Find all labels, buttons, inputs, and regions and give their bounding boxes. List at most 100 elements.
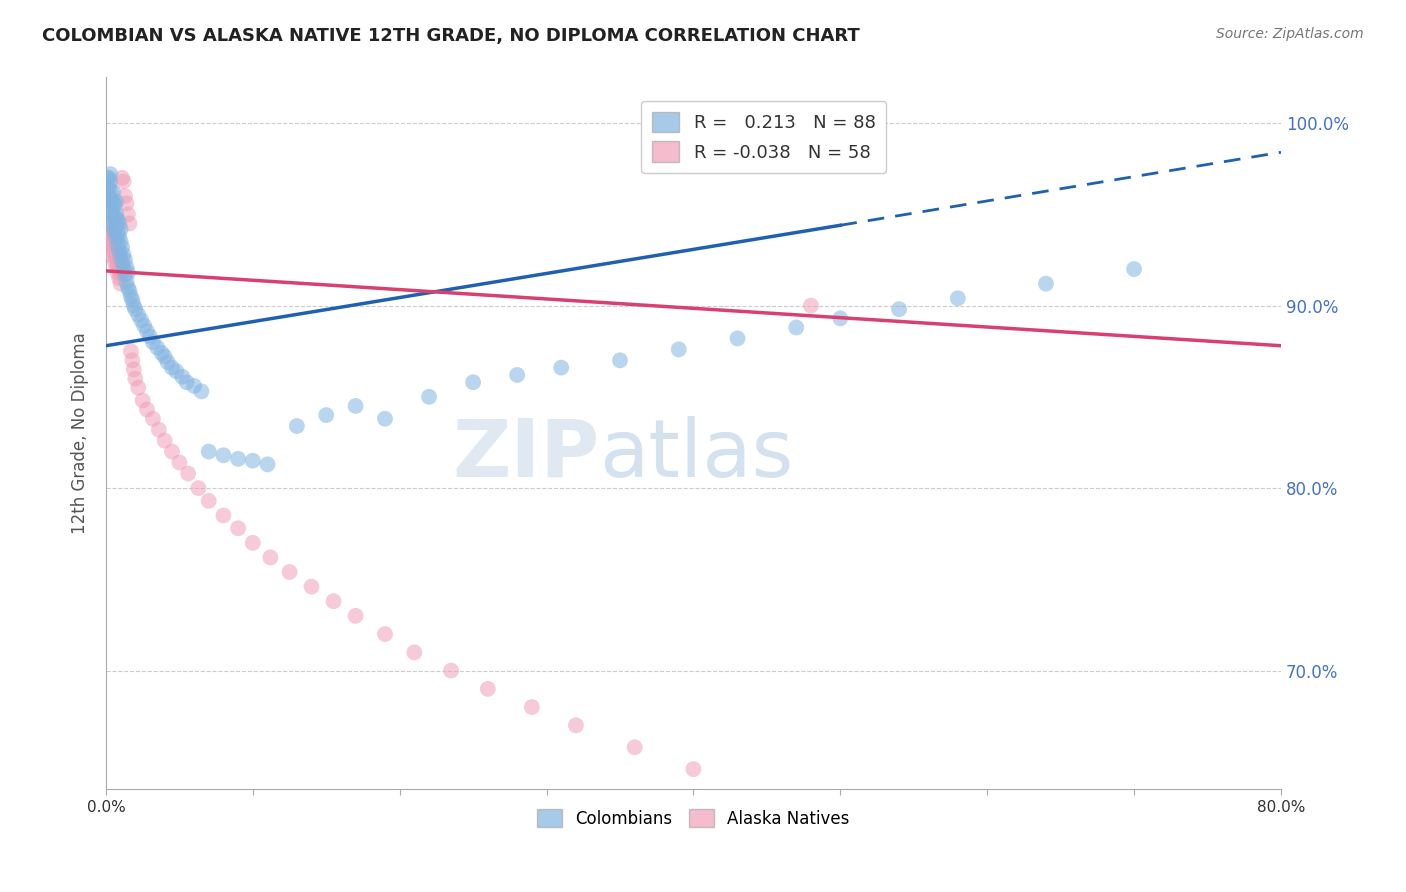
Point [101,217,124,231]
Point [107,238,129,252]
Point [98,236,121,251]
Point [197,444,219,458]
Point [226,451,249,466]
Point [131,393,153,408]
Point [727,331,749,345]
Point [153,434,176,448]
Point [477,681,499,696]
Point [124,371,146,385]
Point [322,594,344,608]
Point [101,203,124,218]
Point [110,277,132,291]
Point [97,180,120,194]
Point [97,222,120,236]
Point [887,302,910,317]
Point [165,364,187,378]
Point [550,360,572,375]
Text: ZIP: ZIP [453,416,599,493]
Point [374,627,396,641]
Point [148,423,170,437]
Point [108,244,131,258]
Point [105,207,128,221]
Point [98,207,121,221]
Text: atlas: atlas [599,416,794,493]
Point [110,222,132,236]
Point [142,334,165,349]
Point [103,240,125,254]
Point [565,718,588,732]
Point [98,174,121,188]
Point [142,411,165,425]
Point [226,521,249,535]
Point [107,266,129,280]
Point [344,399,367,413]
Point [404,645,426,659]
Point [278,565,301,579]
Point [114,189,136,203]
Point [127,308,149,322]
Point [1035,277,1057,291]
Point [98,167,121,181]
Point [121,293,143,307]
Point [259,550,281,565]
Legend: Colombians, Alaska Natives: Colombians, Alaska Natives [530,802,856,834]
Point [120,344,142,359]
Point [107,226,129,240]
Point [506,368,529,382]
Point [668,343,690,357]
Point [101,244,124,258]
Point [105,194,128,209]
Point [132,318,155,333]
Point [105,231,128,245]
Point [104,211,127,225]
Point [101,233,124,247]
Point [169,456,191,470]
Point [190,384,212,399]
Point [242,536,264,550]
Point [153,350,176,364]
Point [197,494,219,508]
Point [114,252,136,267]
Point [104,226,127,240]
Point [107,257,129,271]
Point [800,299,823,313]
Point [830,311,852,326]
Point [103,186,125,200]
Text: Source: ZipAtlas.com: Source: ZipAtlas.com [1216,27,1364,41]
Point [160,444,183,458]
Point [97,231,120,245]
Point [118,217,141,231]
Point [122,299,145,313]
Point [374,411,396,425]
Point [127,381,149,395]
Point [98,227,121,242]
Point [156,355,179,369]
Point [112,247,135,261]
Point [96,226,118,240]
Point [623,740,645,755]
Point [105,260,128,275]
Point [105,251,128,265]
Point [117,207,139,221]
Point [104,198,127,212]
Point [107,212,129,227]
Point [520,700,543,714]
Point [150,346,173,360]
Point [97,170,120,185]
Point [108,229,131,244]
Point [110,235,132,249]
Point [112,174,135,188]
Point [115,196,138,211]
Point [315,408,337,422]
Point [136,402,159,417]
Point [111,240,134,254]
Point [104,245,127,260]
Point [115,260,138,275]
Point [1123,262,1146,277]
Point [111,170,134,185]
Point [682,762,704,776]
Point [418,390,440,404]
Point [946,291,969,305]
Point [136,324,159,338]
Point [98,184,121,198]
